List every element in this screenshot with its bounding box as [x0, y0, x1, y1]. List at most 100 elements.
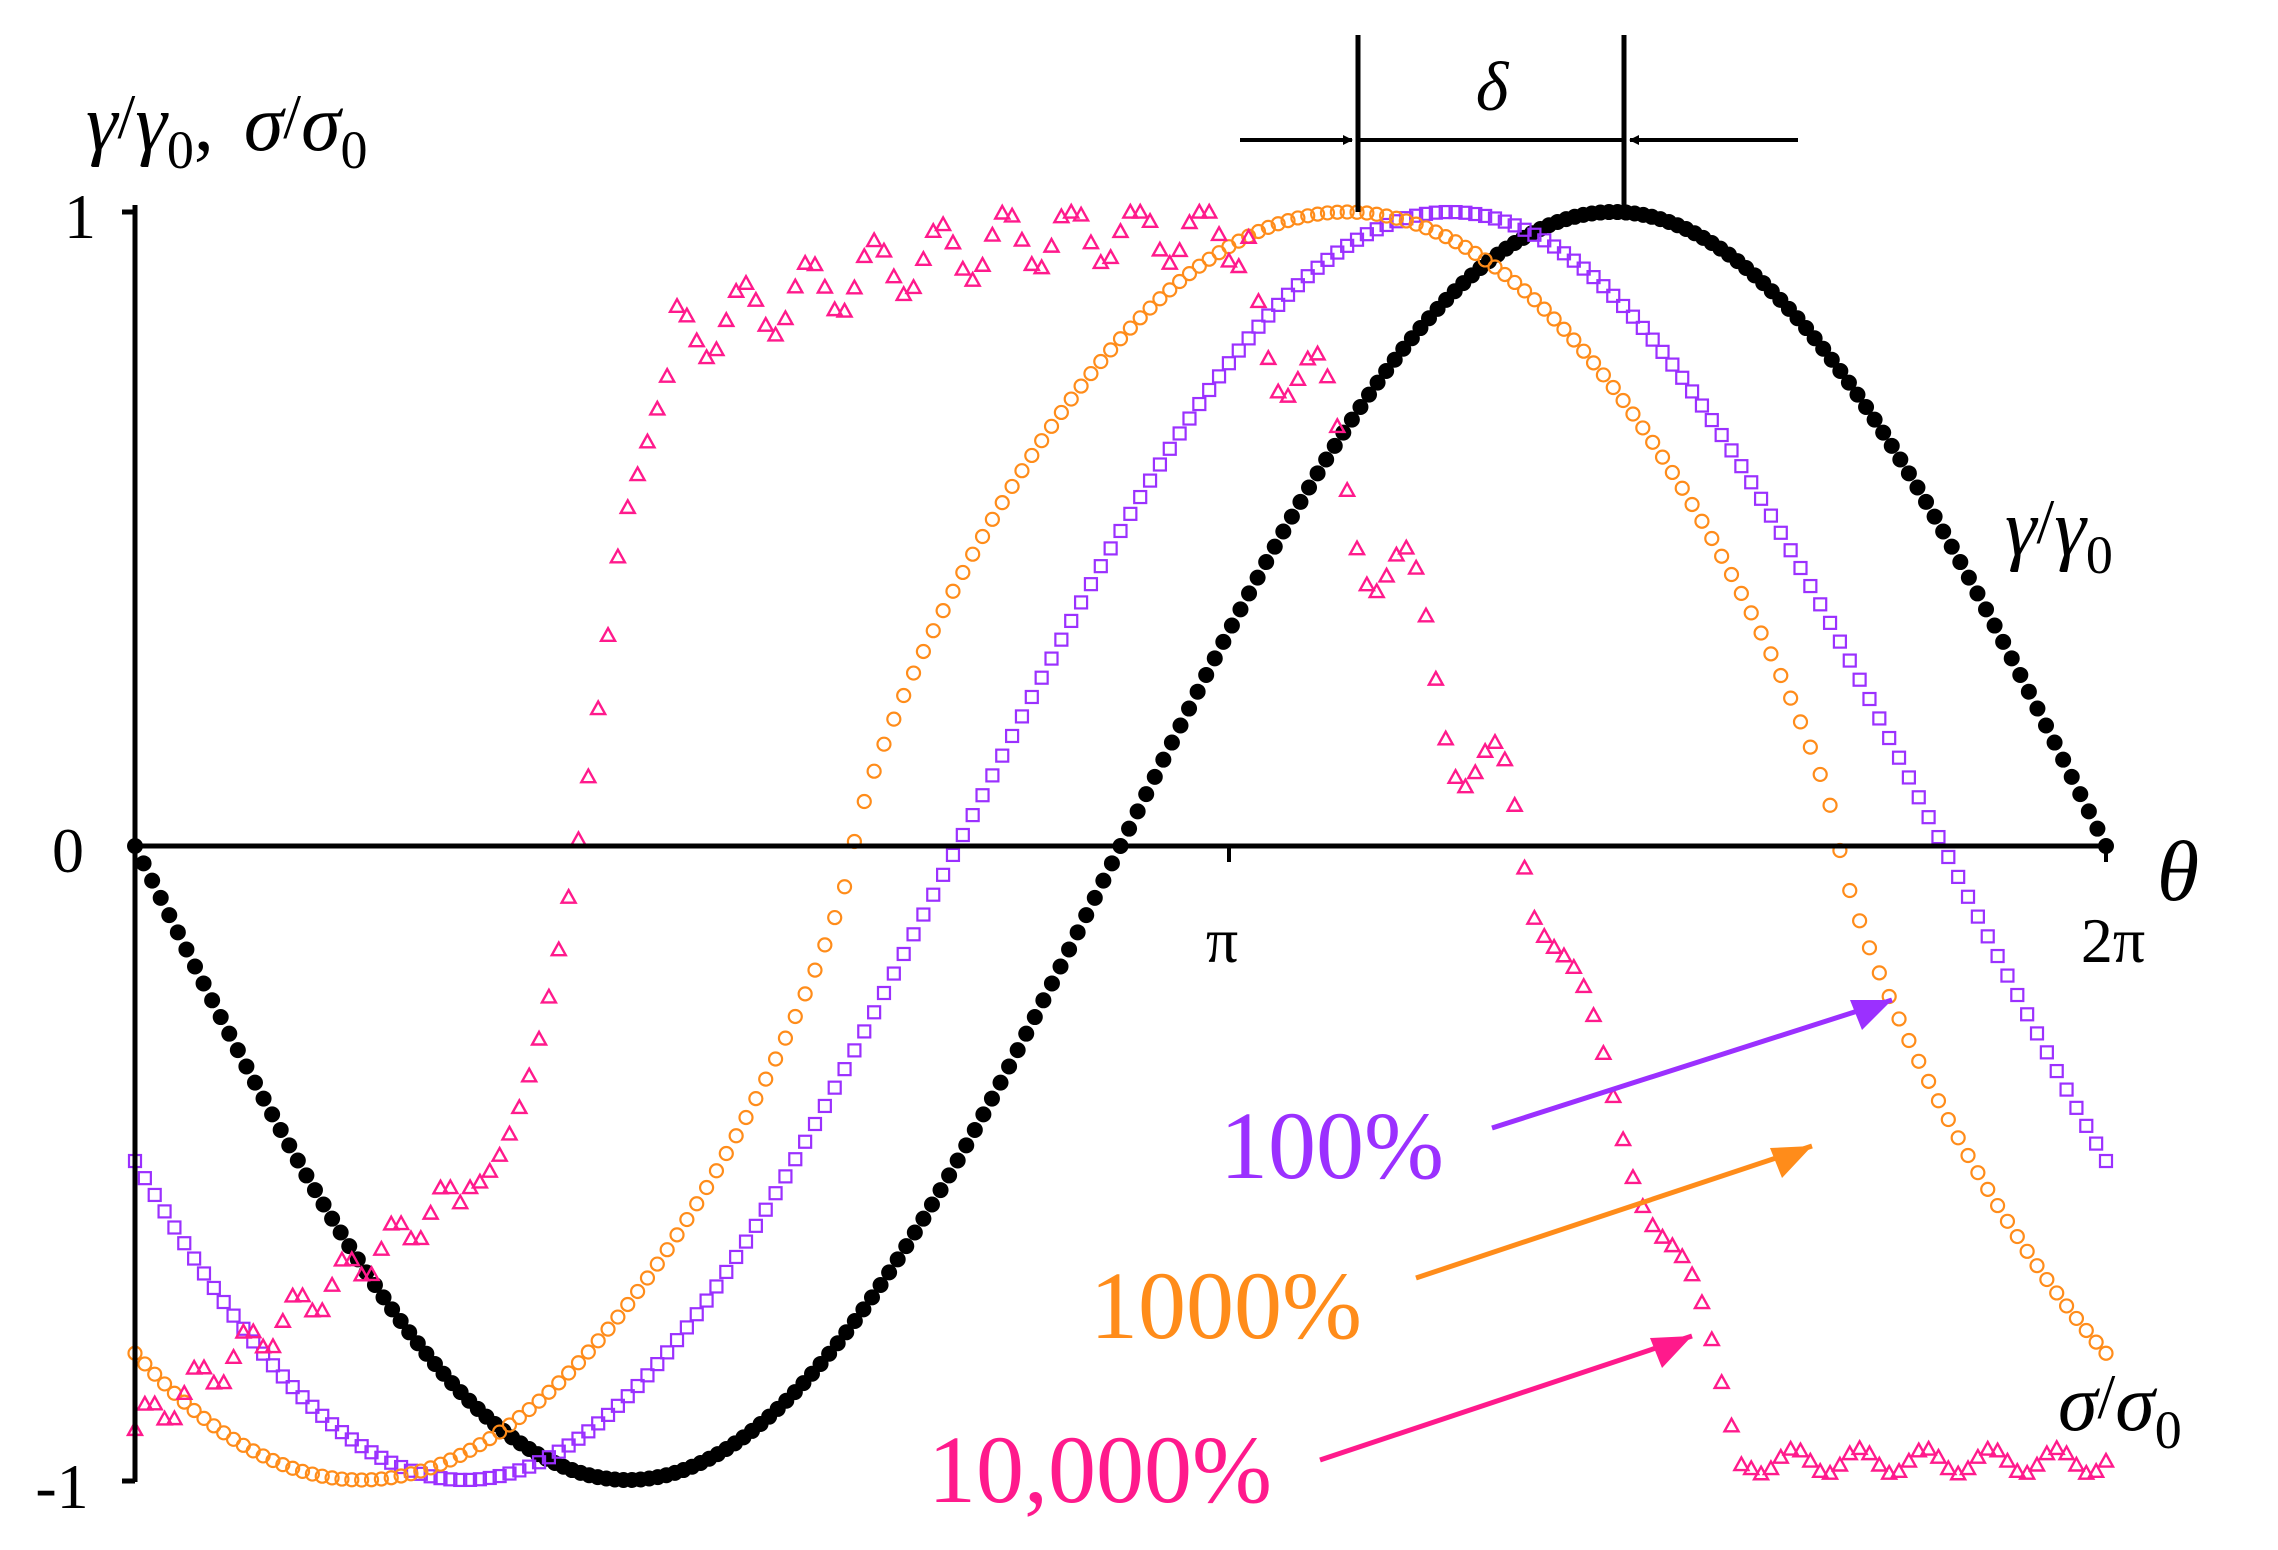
series-10000-point	[1978, 1439, 1997, 1456]
strain-point	[1926, 508, 1943, 525]
series-arrow-1000	[1415, 1143, 1813, 1281]
strain-point	[1815, 340, 1832, 357]
series-100-point	[748, 1218, 763, 1233]
series-100-point	[1202, 382, 1217, 398]
series-100-point	[1931, 829, 1946, 845]
series-10000-point	[1347, 539, 1367, 556]
series-10000-point	[313, 1300, 332, 1318]
series-10000-point	[185, 1358, 204, 1375]
series-100-point	[1182, 411, 1197, 426]
series-10000-point	[2087, 1461, 2106, 1479]
series-1000-point	[265, 1452, 281, 1469]
series-1000-point	[965, 546, 981, 562]
series-1000-point	[1940, 1111, 1956, 1128]
strain-point	[846, 1312, 863, 1329]
strain-point	[1918, 493, 1935, 510]
series-arrowhead-100	[1850, 1000, 1892, 1030]
series-10000-point	[1623, 1167, 1642, 1185]
series-1000-point	[1566, 332, 1582, 348]
series-1000-point	[748, 1090, 764, 1107]
series-100-point	[945, 847, 961, 863]
series-1000-point	[1507, 274, 1523, 291]
series-10000-point	[766, 325, 785, 342]
strain-point	[1129, 803, 1146, 820]
series-10000-point	[1929, 1447, 1948, 1464]
series-10000-point	[470, 1172, 489, 1189]
series-10000-point	[352, 1265, 371, 1282]
strain-point	[1832, 363, 1849, 380]
series-100-point	[177, 1236, 192, 1251]
series-10000-point	[746, 290, 765, 307]
series-10000-point	[1614, 1130, 1633, 1147]
strain-point	[1275, 523, 1292, 540]
series-1000-point	[866, 763, 882, 779]
series-10000-point	[1259, 348, 1278, 366]
series-100-point	[758, 1202, 773, 1217]
series-10000-point	[1653, 1227, 1672, 1244]
series-10000-point	[1554, 946, 1574, 963]
strain-point	[281, 1137, 298, 1154]
series-10000-point	[1407, 558, 1426, 575]
strain-point	[2072, 786, 2089, 803]
series-1000-point	[2029, 1258, 2045, 1274]
strain-point	[1343, 411, 1360, 428]
series-10000-point	[598, 625, 618, 643]
series-1000-point	[1556, 321, 1572, 337]
series-100-point	[1714, 427, 1729, 443]
strain-point	[1241, 585, 1258, 602]
series-1000-point	[698, 1179, 715, 1196]
strain-point	[1206, 650, 1223, 667]
series-1000-point	[1369, 206, 1385, 222]
series-10000-point	[1663, 1236, 1682, 1253]
series-100-point	[1221, 356, 1237, 371]
series-10000-point	[1338, 480, 1357, 497]
series-100-point	[393, 1459, 409, 1475]
series-10000-point	[303, 1301, 322, 1318]
series-10000-point	[1692, 1292, 1711, 1310]
series-10000-point	[1899, 1451, 1918, 1468]
series-100-point	[187, 1251, 202, 1266]
strain-point	[1215, 633, 1232, 650]
series-1000-point	[925, 623, 941, 639]
series-100-point	[768, 1186, 783, 1201]
series-10000-point	[1968, 1447, 1987, 1464]
series-100-point	[1960, 889, 1976, 904]
series-1000-point	[1526, 292, 1543, 308]
series-1000-point	[432, 1456, 449, 1472]
series-100-point	[1586, 270, 1601, 285]
y-axis-title: γ/γ0, σ/σ0	[86, 80, 368, 180]
series-10000-point	[392, 1214, 411, 1231]
series-10000-point	[993, 203, 1012, 220]
series-100-point	[896, 946, 911, 962]
series-100-point	[2079, 1118, 2094, 1133]
series-100-point	[1478, 208, 1493, 224]
strain-point	[2029, 700, 2046, 717]
series-1000-point	[2098, 1345, 2114, 1361]
series-10000-point	[1732, 1454, 1751, 1472]
strain-point	[1849, 386, 1866, 403]
series-1000-point	[1802, 739, 1818, 755]
series-100-point	[1004, 728, 1020, 744]
y-tick-label-bottom: -1	[35, 1451, 88, 1522]
series-1000-point	[1694, 513, 1710, 529]
strain-point	[272, 1121, 289, 1138]
series-1000-point	[817, 937, 833, 953]
series-1000-point	[393, 1468, 409, 1484]
series-1000-point	[1290, 210, 1306, 226]
x-tick-label-pi: π	[1206, 905, 1238, 976]
series-10000-point	[815, 277, 834, 294]
stress-curve-label: σ/σ0	[2058, 1360, 2182, 1460]
series-10000-point	[480, 1161, 499, 1178]
series-10000-point	[1269, 382, 1288, 399]
series-100-point	[2059, 1082, 2074, 1097]
strain-point	[1035, 992, 1052, 1009]
series-100-point	[1556, 246, 1572, 261]
strain-point	[966, 1121, 983, 1138]
strain-point	[1952, 554, 1969, 571]
series-10000-point	[1200, 202, 1219, 219]
series-10000-point	[283, 1286, 302, 1303]
strain-point	[923, 1196, 940, 1213]
strain-point	[898, 1238, 915, 1255]
series-1000-point	[718, 1145, 734, 1162]
